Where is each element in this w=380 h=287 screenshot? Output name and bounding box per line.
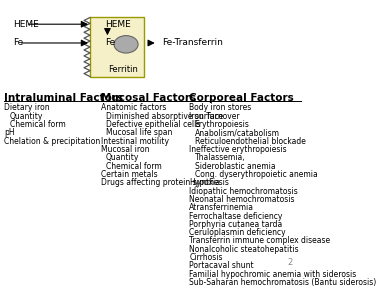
Text: Corporeal Factors: Corporeal Factors [189,93,294,103]
Text: Sub-Saharan hemochromatosis (Bantu siderosis): Sub-Saharan hemochromatosis (Bantu sider… [189,278,377,287]
Text: Cong. dyserythropoietic anemia: Cong. dyserythropoietic anemia [195,170,317,179]
Text: Dietary iron: Dietary iron [5,103,50,113]
Text: HEME: HEME [105,20,131,29]
Text: Familial hypochromic anemia with siderosis: Familial hypochromic anemia with sideros… [189,270,356,279]
Text: Ineffective erythropoiesis: Ineffective erythropoiesis [189,145,287,154]
Text: Ferrochaltase deficiency: Ferrochaltase deficiency [189,212,282,220]
Text: Chemical form: Chemical form [106,162,162,170]
Text: Intraluminal Factors: Intraluminal Factors [5,93,124,103]
Text: pH: pH [5,128,15,137]
Bar [90,18,144,77]
Text: Anabolism/catabolism: Anabolism/catabolism [195,128,280,137]
Text: Transferrin immune complex disease: Transferrin immune complex disease [189,236,330,245]
Text: Nonalcoholic steatohepatitis: Nonalcoholic steatohepatitis [189,245,299,254]
Text: Thalassemia,: Thalassemia, [195,153,245,162]
Text: Certain metals: Certain metals [101,170,157,179]
Text: Reticuloendothelial blockade: Reticuloendothelial blockade [195,137,306,146]
Text: Body iron stores: Body iron stores [189,103,252,113]
Text: Chelation & precipitation: Chelation & precipitation [5,137,101,146]
Text: Erythropoiesis: Erythropoiesis [195,120,249,129]
Text: Mucosal Factors: Mucosal Factors [101,93,196,103]
Text: Hypoxia: Hypoxia [189,178,220,187]
Text: Diminished absorptive surface: Diminished absorptive surface [106,112,223,121]
Text: Mucosal iron: Mucosal iron [101,145,149,154]
Text: Iron Turnover: Iron Turnover [189,112,240,121]
Text: Defective epithelial cells: Defective epithelial cells [106,120,200,129]
Text: Neonatal hemochromatosis: Neonatal hemochromatosis [189,195,294,204]
Text: Quantity: Quantity [106,153,139,162]
Text: Ferritin: Ferritin [108,65,138,74]
Text: Quantity: Quantity [10,112,43,121]
Text: Anatomic factors: Anatomic factors [101,103,166,113]
Text: HEME: HEME [13,20,39,29]
Text: Drugs affecting protein synthesis: Drugs affecting protein synthesis [101,178,228,187]
Text: Fe: Fe [13,38,24,47]
Text: Sideroblastic anemia: Sideroblastic anemia [195,162,275,170]
Text: Portacaval shunt: Portacaval shunt [189,261,254,270]
Text: Fe-Transferrin: Fe-Transferrin [162,38,223,47]
Text: Ceruloplasmin deficiency: Ceruloplasmin deficiency [189,228,286,237]
Text: Intestinal motility: Intestinal motility [101,137,168,146]
Text: Fe: Fe [105,38,115,47]
Text: Idiopathic hemochromatosis: Idiopathic hemochromatosis [189,187,298,195]
Text: Cirrhosis: Cirrhosis [189,253,223,262]
Text: Atransferrinemia: Atransferrinemia [189,203,254,212]
Text: Mucosal life span: Mucosal life span [106,128,172,137]
Ellipse shape [114,36,138,53]
Text: Porphyria cutanea tarda: Porphyria cutanea tarda [189,220,282,229]
Text: 2: 2 [288,258,293,267]
Text: Chemical form: Chemical form [10,120,66,129]
